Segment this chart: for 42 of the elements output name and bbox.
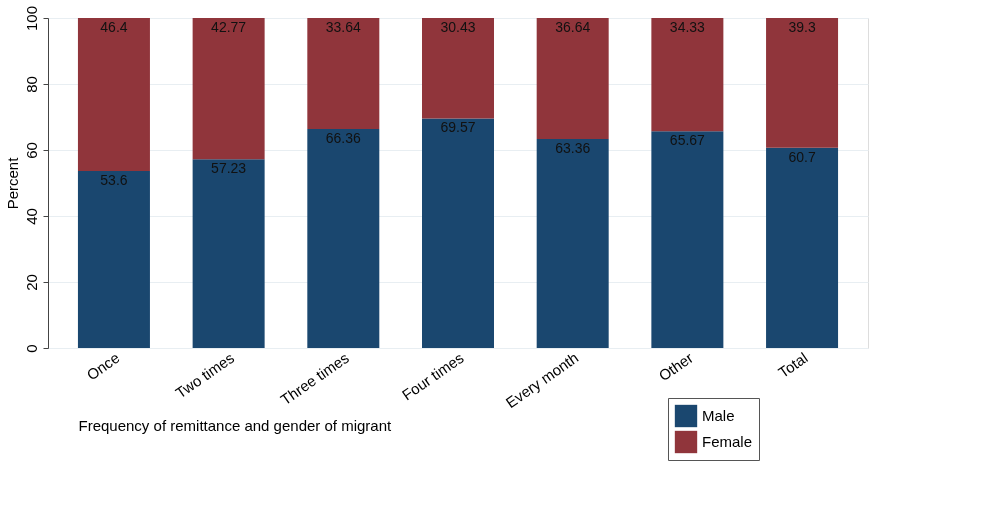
bar — [77, 18, 150, 172]
bar — [536, 18, 609, 139]
bar — [422, 118, 494, 348]
bar — [422, 18, 494, 119]
bar — [307, 18, 380, 130]
x-tick-label: Four times — [398, 348, 467, 404]
bar — [651, 18, 724, 132]
data-label: 36.64 — [555, 19, 591, 35]
data-label: 69.57 — [440, 119, 476, 136]
legend-label: Male — [702, 407, 735, 424]
x-tick-label: Total — [774, 348, 811, 381]
bar — [536, 138, 609, 348]
x-axis-title: Frequency of remittance and gender of migrant — [78, 417, 392, 435]
data-label: 30.43 — [440, 19, 476, 35]
data-label: 66.36 — [325, 130, 362, 147]
y-tick-label: 40 — [22, 208, 40, 225]
data-label: 42.77 — [211, 19, 247, 35]
bar — [766, 18, 839, 148]
bar — [651, 131, 724, 348]
y-tick-label: 0 — [22, 344, 40, 353]
data-label: 57.23 — [211, 160, 247, 177]
x-tick-label: Once — [83, 348, 123, 384]
data-label: 33.64 — [325, 19, 362, 35]
y-tick-label: 20 — [22, 274, 40, 291]
y-tick-label: 60 — [22, 142, 40, 159]
y-tick-label: 80 — [22, 76, 40, 93]
y-tick-label: 100 — [22, 5, 40, 32]
x-tick-label: Two times — [172, 348, 238, 402]
data-label: 46.4 — [100, 19, 128, 35]
data-label: 60.7 — [788, 148, 816, 165]
data-label: 65.67 — [669, 132, 706, 149]
bar — [192, 18, 265, 160]
data-label: 53.6 — [100, 172, 128, 189]
bar — [766, 147, 839, 348]
data-label: 39.3 — [788, 19, 816, 35]
bar — [77, 171, 150, 348]
bar — [192, 159, 265, 348]
legend-label: Female — [702, 433, 753, 450]
y-axis-title: Percent — [3, 156, 21, 210]
data-label: 63.36 — [555, 139, 591, 156]
bar — [307, 129, 380, 348]
data-label: 34.33 — [669, 19, 706, 35]
